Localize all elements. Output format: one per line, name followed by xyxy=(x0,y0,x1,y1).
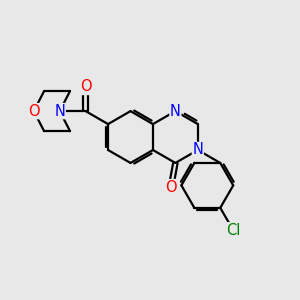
Text: N: N xyxy=(54,103,65,118)
Text: O: O xyxy=(28,103,40,118)
Text: Cl: Cl xyxy=(226,223,240,238)
Text: N: N xyxy=(192,142,203,158)
Text: O: O xyxy=(165,180,177,195)
Text: N: N xyxy=(170,103,181,118)
Text: O: O xyxy=(80,80,92,94)
